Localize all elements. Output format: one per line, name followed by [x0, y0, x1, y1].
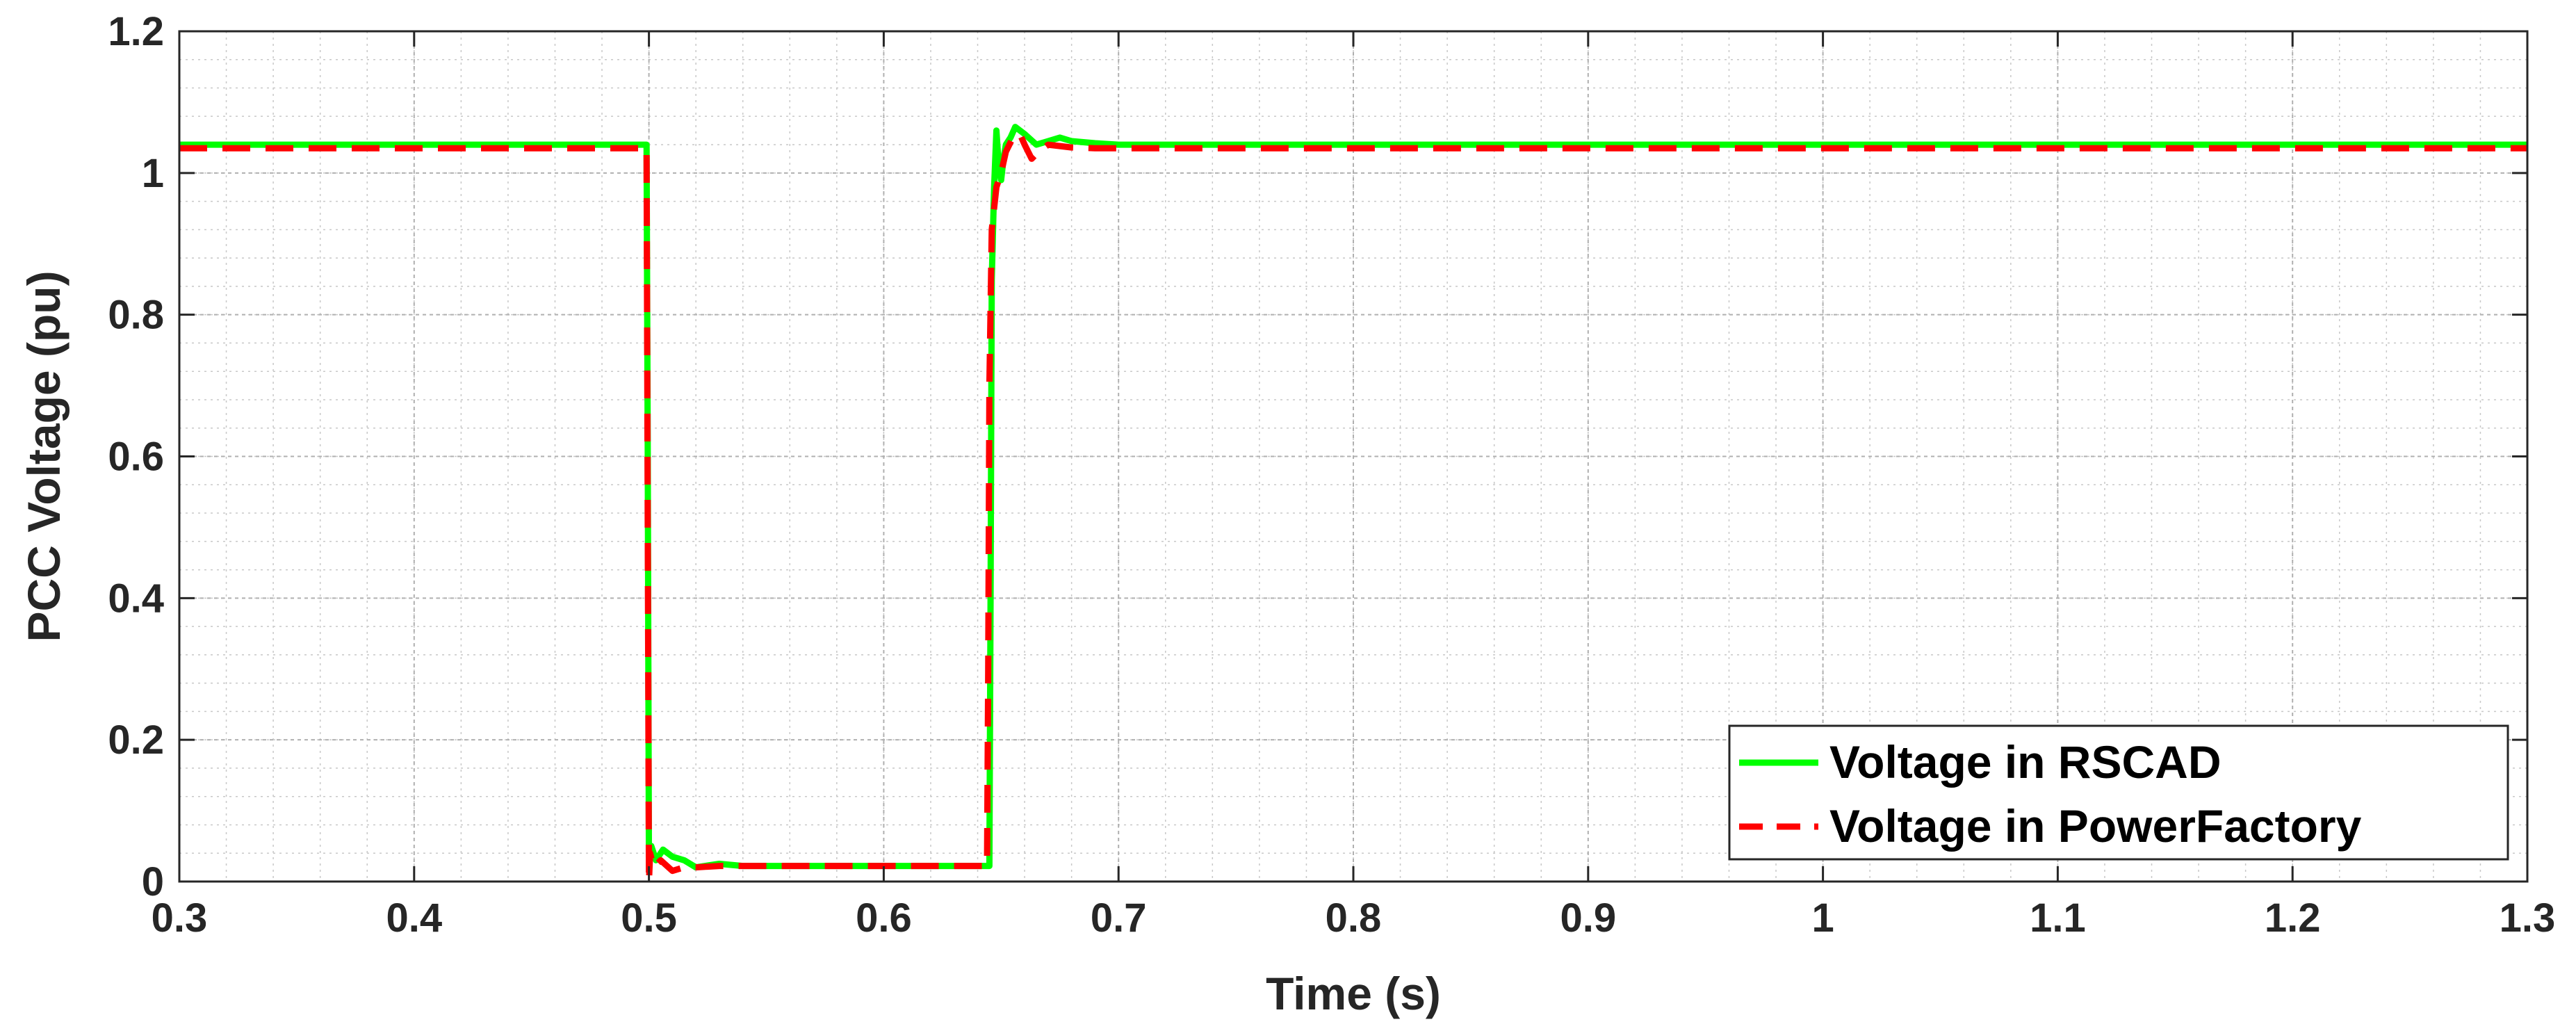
series-line-0	[179, 124, 2527, 871]
x-axis-label: Time (s)	[1266, 968, 1441, 1019]
legend-label-0: Voltage in RSCAD	[1829, 736, 2221, 788]
x-axis-ticks: 0.3 0.4 0.5 0.6 0.7 0.8 0.9 1 1.1 1.2 1.3	[152, 31, 2556, 941]
x-tick-label: 0.3	[152, 895, 208, 941]
y-tick-label: 0	[142, 859, 164, 904]
x-tick-label: 0.5	[621, 895, 677, 941]
x-tick-label: 1.1	[2030, 895, 2086, 941]
series-line-1	[179, 131, 2527, 885]
x-tick-label: 1	[1811, 895, 1834, 941]
y-tick-label: 0.8	[108, 293, 164, 338]
x-tick-label: 0.9	[1560, 895, 1616, 941]
x-tick-label: 1.2	[2265, 895, 2321, 941]
y-tick-label: 0.6	[108, 435, 164, 480]
y-axis-ticks: 0 0.2 0.4 0.6 0.8 1 1.2	[108, 9, 2527, 904]
x-tick-label: 0.8	[1326, 895, 1382, 941]
x-tick-label: 0.4	[386, 895, 442, 941]
legend-box	[1728, 724, 2509, 861]
y-tick-label: 0.4	[108, 576, 164, 621]
legend: Voltage in RSCAD Voltage in PowerFactory	[1728, 724, 2509, 861]
y-axis-label: PCC Voltage (pu)	[18, 270, 70, 642]
x-tick-label: 0.6	[856, 895, 912, 941]
y-tick-label: 1.2	[108, 9, 164, 54]
series-layer	[179, 124, 2527, 885]
legend-label-1: Voltage in PowerFactory	[1829, 800, 2362, 852]
y-tick-label: 1	[142, 151, 164, 196]
y-tick-label: 0.2	[108, 717, 164, 763]
x-tick-label: 0.7	[1091, 895, 1147, 941]
x-tick-label: 1.3	[2500, 895, 2556, 941]
